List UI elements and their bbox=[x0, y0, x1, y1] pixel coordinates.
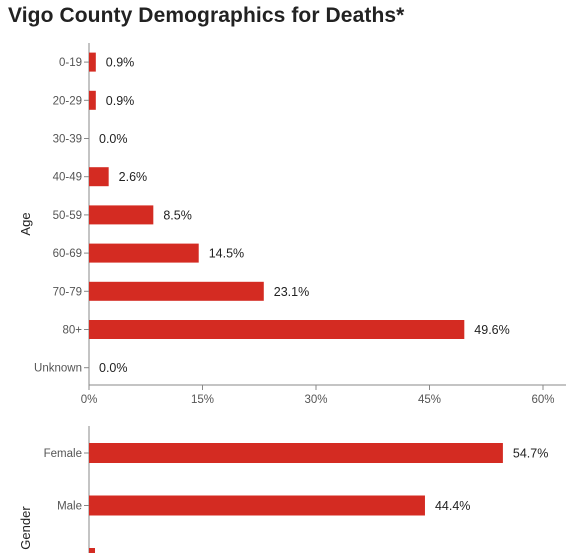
category-label: 40-49 bbox=[53, 172, 82, 184]
x-tick-label: 60% bbox=[531, 394, 554, 406]
data-label: 23.1% bbox=[274, 285, 309, 299]
axis-title: Age bbox=[18, 212, 33, 235]
bar bbox=[89, 243, 199, 263]
category-label: 20-29 bbox=[53, 95, 82, 107]
data-label: 0.0% bbox=[99, 132, 128, 146]
axis-title: Gender bbox=[18, 506, 33, 550]
data-label: 0.0% bbox=[99, 361, 128, 375]
category-label: 30-39 bbox=[53, 134, 82, 146]
data-label: 8.5% bbox=[163, 208, 192, 222]
x-tick-label: 0% bbox=[81, 394, 98, 406]
category-label: Male bbox=[57, 501, 82, 513]
category-label: 70-79 bbox=[53, 286, 82, 298]
bar bbox=[89, 443, 503, 463]
data-label: 2.6% bbox=[119, 170, 148, 184]
bar-partial bbox=[89, 548, 95, 553]
bar bbox=[89, 167, 109, 187]
data-label: 0.9% bbox=[106, 56, 135, 70]
category-label: 60-69 bbox=[53, 248, 82, 260]
x-tick-label: 45% bbox=[418, 394, 441, 406]
category-label: 50-59 bbox=[53, 210, 82, 222]
bar bbox=[89, 205, 154, 225]
bar bbox=[89, 495, 425, 516]
x-tick-label: 30% bbox=[304, 394, 327, 406]
data-label: 49.6% bbox=[474, 323, 509, 337]
category-label: Unknown bbox=[34, 363, 82, 375]
category-label: 0-19 bbox=[59, 57, 82, 69]
bar bbox=[89, 320, 465, 339]
bar bbox=[89, 52, 96, 72]
category-label: 80+ bbox=[62, 325, 82, 337]
data-label: 54.7% bbox=[513, 447, 548, 461]
bar bbox=[89, 281, 264, 301]
chart-title: Vigo County Demographics for Deaths* bbox=[8, 4, 405, 27]
category-label: Female bbox=[44, 448, 82, 460]
x-tick-label: 15% bbox=[191, 394, 214, 406]
data-label: 14.5% bbox=[209, 247, 244, 261]
data-label: 0.9% bbox=[106, 94, 135, 108]
bar bbox=[89, 90, 96, 110]
data-label: 44.4% bbox=[435, 499, 470, 513]
